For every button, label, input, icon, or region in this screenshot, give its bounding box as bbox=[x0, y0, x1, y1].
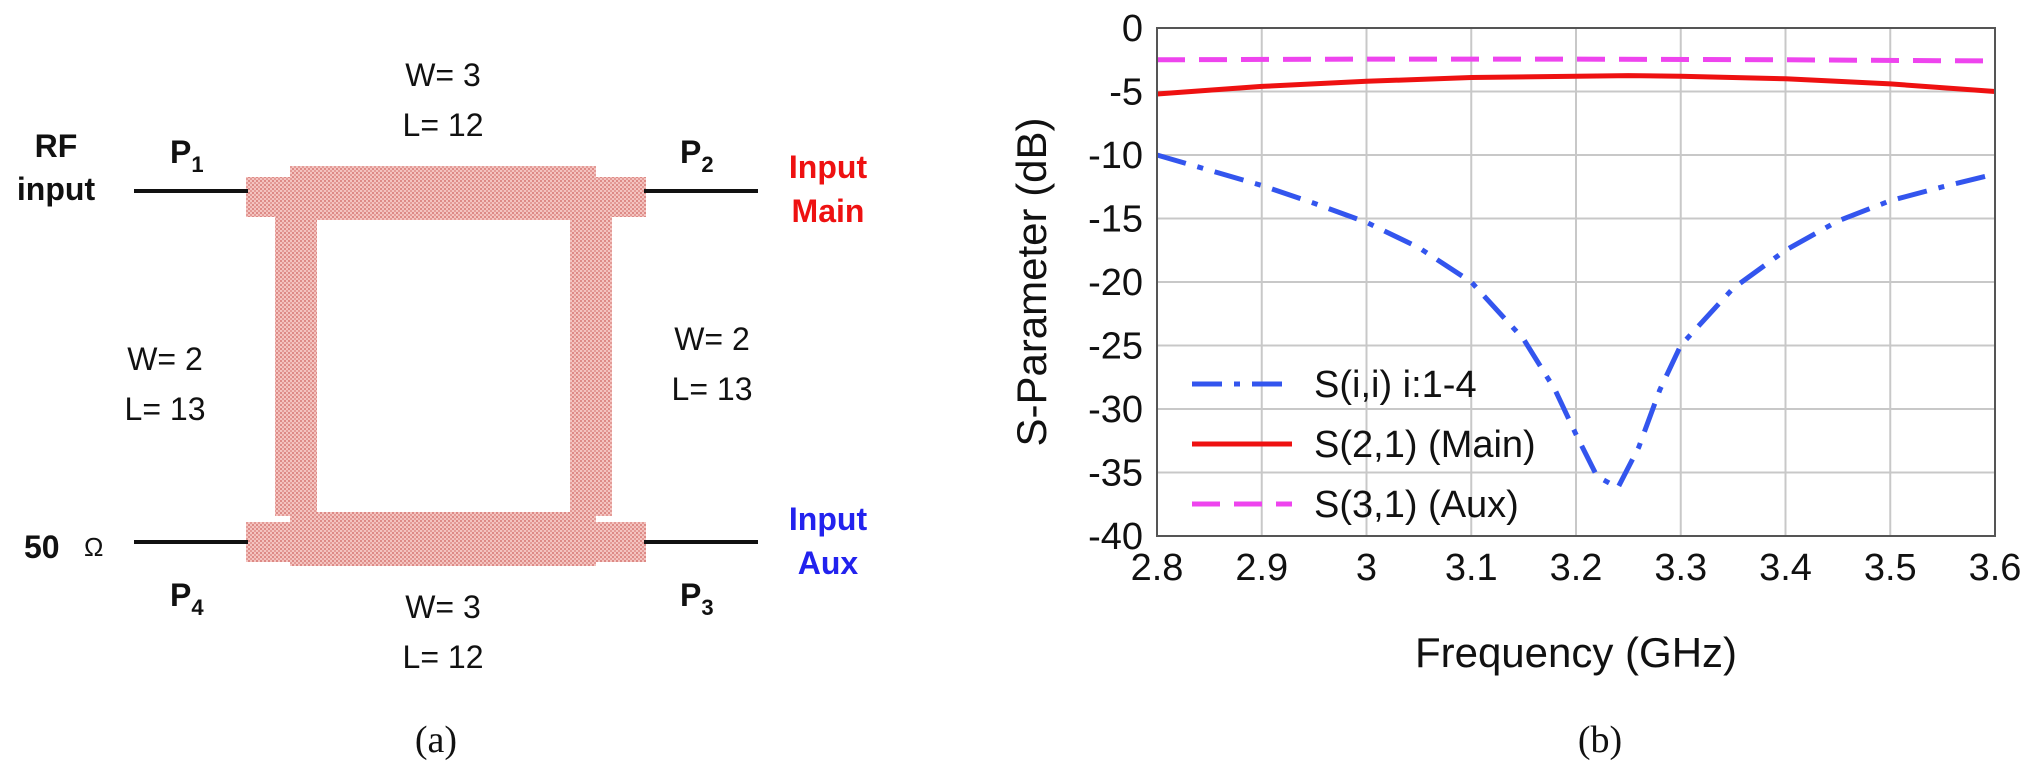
port1-label: P1 bbox=[170, 134, 204, 177]
legend-label-3: S(3,1) (Aux) bbox=[1314, 484, 1519, 526]
x-axis-label: Frequency (GHz) bbox=[1415, 629, 1737, 676]
x-tick-label: 2.8 bbox=[1131, 547, 1184, 589]
panel-b-caption: (b) bbox=[1578, 719, 1622, 761]
x-tick-label: 3 bbox=[1356, 547, 1377, 589]
chart-ticks: 2.8 2.9 3 3.1 3.2 3.3 3.4 3.5 3.6 0 -5 -10 -15 -20 -25… bbox=[1088, 8, 2021, 589]
right-arm-length: L= 13 bbox=[672, 371, 753, 407]
termination-unit: Ω bbox=[84, 532, 103, 562]
chart-series bbox=[1156, 56, 1996, 491]
series-line-1 bbox=[1156, 152, 1996, 491]
left-arm-length: L= 13 bbox=[125, 391, 206, 427]
top-arm-width: W= 3 bbox=[405, 57, 481, 93]
right-arm-trace bbox=[570, 216, 612, 516]
chart-grid bbox=[1156, 27, 1996, 537]
s-parameter-chart: 2.8 2.9 3 3.1 3.2 3.3 3.4 3.5 3.6 0 -5 -10 -15 -20 -25… bbox=[1008, 8, 2021, 761]
port3-pad bbox=[590, 522, 646, 562]
chart-legend: S(i,i) i:1-4 S(2,1) (Main) S(3,1) (Aux) bbox=[1192, 364, 1536, 526]
top-arm-length: L= 12 bbox=[403, 107, 484, 143]
y-tick-label: -35 bbox=[1088, 453, 1143, 495]
left-arm-width: W= 2 bbox=[127, 341, 203, 377]
series-line-3 bbox=[1156, 56, 1996, 64]
coupler-diagram: P1 P2 P4 P3 RF input 50 Ω Input Main Inp… bbox=[17, 57, 868, 761]
port2-pad bbox=[590, 177, 646, 217]
x-tick-label: 3.6 bbox=[1969, 547, 2022, 589]
y-tick-label: -5 bbox=[1109, 72, 1143, 114]
termination-value: 50 bbox=[24, 529, 60, 565]
right-arm-width: W= 2 bbox=[674, 321, 750, 357]
left-arm-trace bbox=[275, 216, 317, 516]
rf-input-label-line2: input bbox=[17, 171, 96, 207]
port1-pad bbox=[246, 177, 296, 217]
bottom-arm-trace bbox=[290, 512, 596, 566]
panel-a-caption: (a) bbox=[415, 719, 457, 761]
x-tick-label: 2.9 bbox=[1235, 547, 1288, 589]
coupler-traces bbox=[246, 166, 646, 566]
rf-input-label-line1: RF bbox=[35, 128, 78, 164]
legend-label-2: S(2,1) (Main) bbox=[1314, 424, 1536, 466]
y-tick-label: -10 bbox=[1088, 135, 1143, 177]
y-tick-label: 0 bbox=[1122, 8, 1143, 50]
input-main-label-line2: Main bbox=[792, 193, 865, 229]
bottom-arm-width: W= 3 bbox=[405, 589, 481, 625]
x-tick-label: 3.3 bbox=[1654, 547, 1707, 589]
port3-label: P3 bbox=[680, 577, 714, 620]
plot-frame bbox=[1156, 27, 1996, 537]
x-tick-label: 3.4 bbox=[1759, 547, 1812, 589]
top-arm-trace bbox=[290, 166, 596, 220]
series-line-2 bbox=[1156, 73, 1996, 97]
y-tick-label: -15 bbox=[1088, 199, 1143, 241]
input-aux-label-line2: Aux bbox=[798, 545, 859, 581]
port4-label: P4 bbox=[170, 577, 204, 620]
bottom-arm-length: L= 12 bbox=[403, 639, 484, 675]
x-tick-label: 3.1 bbox=[1445, 547, 1498, 589]
y-tick-label: -20 bbox=[1088, 262, 1143, 304]
input-aux-label-line1: Input bbox=[789, 501, 868, 537]
legend-label-1: S(i,i) i:1-4 bbox=[1314, 364, 1477, 406]
y-tick-label: -25 bbox=[1088, 326, 1143, 368]
y-tick-label: -30 bbox=[1088, 389, 1143, 431]
y-tick-label: -40 bbox=[1088, 516, 1143, 558]
x-tick-label: 3.5 bbox=[1864, 547, 1917, 589]
port4-pad bbox=[246, 522, 296, 562]
input-main-label-line1: Input bbox=[789, 149, 868, 185]
port2-label: P2 bbox=[680, 134, 714, 177]
x-tick-label: 3.2 bbox=[1550, 547, 1603, 589]
y-axis-label: S-Parameter (dB) bbox=[1008, 117, 1055, 446]
